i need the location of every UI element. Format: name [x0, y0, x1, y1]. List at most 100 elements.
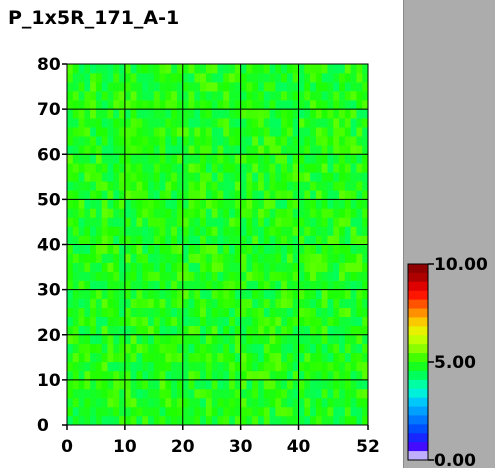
heatmap-cell [90, 172, 97, 182]
heatmap-cell [171, 343, 178, 354]
heatmap-cell [194, 388, 201, 399]
heatmap-cell [310, 190, 317, 200]
heatmap-cell [240, 136, 247, 146]
heatmap-cell [194, 64, 201, 74]
heatmap-cell [124, 226, 131, 236]
heatmap-cell [165, 271, 172, 281]
heatmap-cell [95, 118, 103, 128]
heatmap-cell [275, 127, 282, 137]
heatmap-cell [321, 163, 328, 173]
heatmap-cell [188, 64, 195, 74]
heatmap-cell [350, 154, 357, 164]
heatmap-cell [240, 352, 247, 363]
heatmap-cell [327, 109, 334, 119]
heatmap-cell [107, 73, 114, 83]
y-tick-label: 0 [37, 416, 49, 436]
heatmap-cell [72, 190, 79, 200]
heatmap-cell [229, 226, 236, 236]
heatmap-cell [130, 181, 137, 191]
heatmap-cell [275, 109, 282, 119]
heatmap-cell [159, 91, 166, 101]
heatmap-cell [130, 253, 137, 263]
heatmap-cell [165, 82, 172, 92]
heatmap-cell [130, 289, 137, 299]
heatmap-cell [350, 361, 357, 372]
heatmap-cell [229, 343, 236, 354]
heatmap-cell [275, 190, 282, 200]
heatmap-cell [113, 208, 120, 218]
heatmap-cell [130, 244, 137, 254]
heatmap-cell [252, 271, 259, 281]
heatmap-cell [165, 208, 172, 218]
heatmap-cell [223, 181, 230, 191]
x-tick-label: 40 [287, 437, 311, 457]
heatmap-cell [252, 82, 259, 92]
heatmap-cell [234, 397, 241, 408]
heatmap-cell [275, 136, 282, 146]
heatmap-cell [350, 109, 357, 119]
heatmap-cell [72, 361, 79, 372]
heatmap-cell [298, 208, 305, 218]
heatmap-cell [246, 361, 253, 372]
heatmap-cell [275, 370, 282, 381]
heatmap-cell [234, 379, 241, 390]
heatmap-cell [136, 136, 143, 146]
heatmap-cell [182, 145, 189, 155]
heatmap-cell [148, 91, 155, 101]
heatmap-cell [165, 289, 172, 299]
heatmap-cell [327, 415, 334, 426]
heatmap-cell [229, 145, 236, 155]
heatmap-cell [298, 316, 305, 327]
heatmap-cell [333, 145, 340, 155]
heatmap-cell [72, 199, 79, 209]
y-tick-label: 30 [37, 281, 61, 301]
heatmap-cell [130, 280, 137, 290]
heatmap-cell [176, 262, 184, 272]
heatmap-cell [165, 343, 172, 354]
heatmap-cell [234, 199, 241, 209]
heatmap-cell [304, 325, 311, 336]
heatmap-cell [72, 298, 79, 308]
heatmap-cell [304, 190, 311, 200]
heatmap-cell [269, 217, 276, 227]
heatmap-cell [234, 325, 241, 336]
heatmap-cell [344, 118, 351, 128]
heatmap-cell [124, 109, 131, 119]
heatmap-cell [269, 100, 276, 110]
heatmap-cell [171, 244, 178, 254]
heatmap-cell [78, 127, 85, 137]
heatmap-cell [176, 199, 184, 209]
heatmap-cell [258, 280, 265, 290]
heatmap-cell [182, 361, 189, 372]
heatmap-cell [362, 226, 369, 236]
heatmap-cell [269, 136, 276, 146]
heatmap-cell [263, 235, 270, 245]
heatmap-cell [310, 262, 317, 272]
heatmap-cell [194, 136, 201, 146]
heatmap-cell [205, 352, 213, 363]
heatmap-cell [101, 235, 108, 245]
heatmap-cell [258, 199, 265, 209]
heatmap-cell [258, 298, 265, 308]
heatmap-cell [252, 64, 259, 74]
heatmap-cell [153, 82, 160, 92]
heatmap-cell [298, 109, 305, 119]
heatmap-cell [101, 262, 108, 272]
heatmap-cell [362, 406, 369, 417]
heatmap-cell [281, 343, 288, 354]
heatmap-cell [234, 154, 241, 164]
heatmap-cell [153, 316, 160, 327]
heatmap-cell [240, 415, 247, 426]
heatmap-cell [159, 406, 166, 417]
heatmap-cell [182, 379, 189, 390]
heatmap-cell [171, 361, 178, 372]
heatmap-cell [310, 235, 317, 245]
heatmap-cell [327, 280, 334, 290]
heatmap-cell [200, 64, 207, 74]
heatmap-cell [304, 370, 311, 381]
heatmap-cell [240, 325, 247, 336]
heatmap-cell [356, 190, 363, 200]
heatmap-cell [286, 82, 294, 92]
heatmap-cell [286, 244, 294, 254]
heatmap-cell [200, 271, 207, 281]
